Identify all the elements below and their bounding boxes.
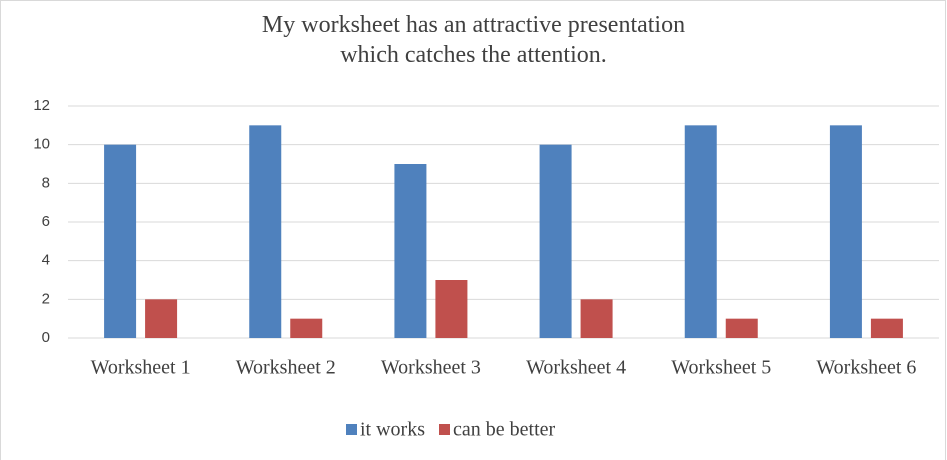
y-tick-label: 2 <box>42 290 50 307</box>
bar <box>104 144 137 338</box>
bar <box>394 164 427 338</box>
bar <box>145 299 178 338</box>
y-tick-label: 4 <box>42 252 50 269</box>
bar <box>829 125 862 338</box>
x-tick-label: Worksheet 3 <box>381 357 481 379</box>
bar <box>580 299 613 338</box>
legend-swatch <box>346 424 357 435</box>
legend-label: it works <box>360 419 425 441</box>
y-tick-label: 10 <box>33 136 50 153</box>
legend-label: can be better <box>453 419 555 441</box>
bar <box>870 318 903 338</box>
x-tick-label: Worksheet 4 <box>526 357 626 379</box>
y-tick-label: 6 <box>42 213 50 230</box>
chart-title: My worksheet has an attractive presentat… <box>261 12 686 68</box>
y-tick-label: 0 <box>42 329 50 346</box>
y-tick-label: 12 <box>33 97 50 114</box>
x-tick-label: Worksheet 5 <box>671 357 771 379</box>
legend-swatch <box>439 424 450 435</box>
y-tick-label: 8 <box>42 174 50 191</box>
bar <box>684 125 717 338</box>
bar <box>725 318 758 338</box>
bar <box>539 144 572 338</box>
x-tick-label: Worksheet 6 <box>816 357 916 379</box>
x-tick-label: Worksheet 2 <box>236 357 336 379</box>
bar <box>435 280 468 338</box>
bar <box>249 125 282 338</box>
x-tick-label: Worksheet 1 <box>91 357 191 379</box>
bar <box>290 318 323 338</box>
